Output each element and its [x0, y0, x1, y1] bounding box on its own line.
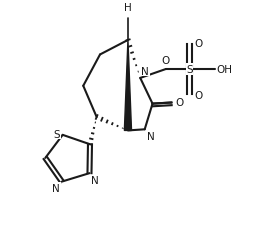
Text: O: O: [176, 98, 184, 108]
Text: N: N: [141, 66, 149, 76]
Text: N: N: [52, 183, 60, 193]
Text: H: H: [124, 3, 132, 13]
Text: N: N: [91, 176, 98, 185]
Text: OH: OH: [217, 65, 233, 75]
Text: O: O: [194, 90, 203, 100]
Text: S: S: [54, 129, 60, 139]
Text: S: S: [186, 65, 193, 75]
Text: O: O: [194, 39, 203, 49]
Polygon shape: [124, 41, 132, 131]
Text: N: N: [147, 131, 155, 142]
Text: O: O: [161, 55, 170, 65]
